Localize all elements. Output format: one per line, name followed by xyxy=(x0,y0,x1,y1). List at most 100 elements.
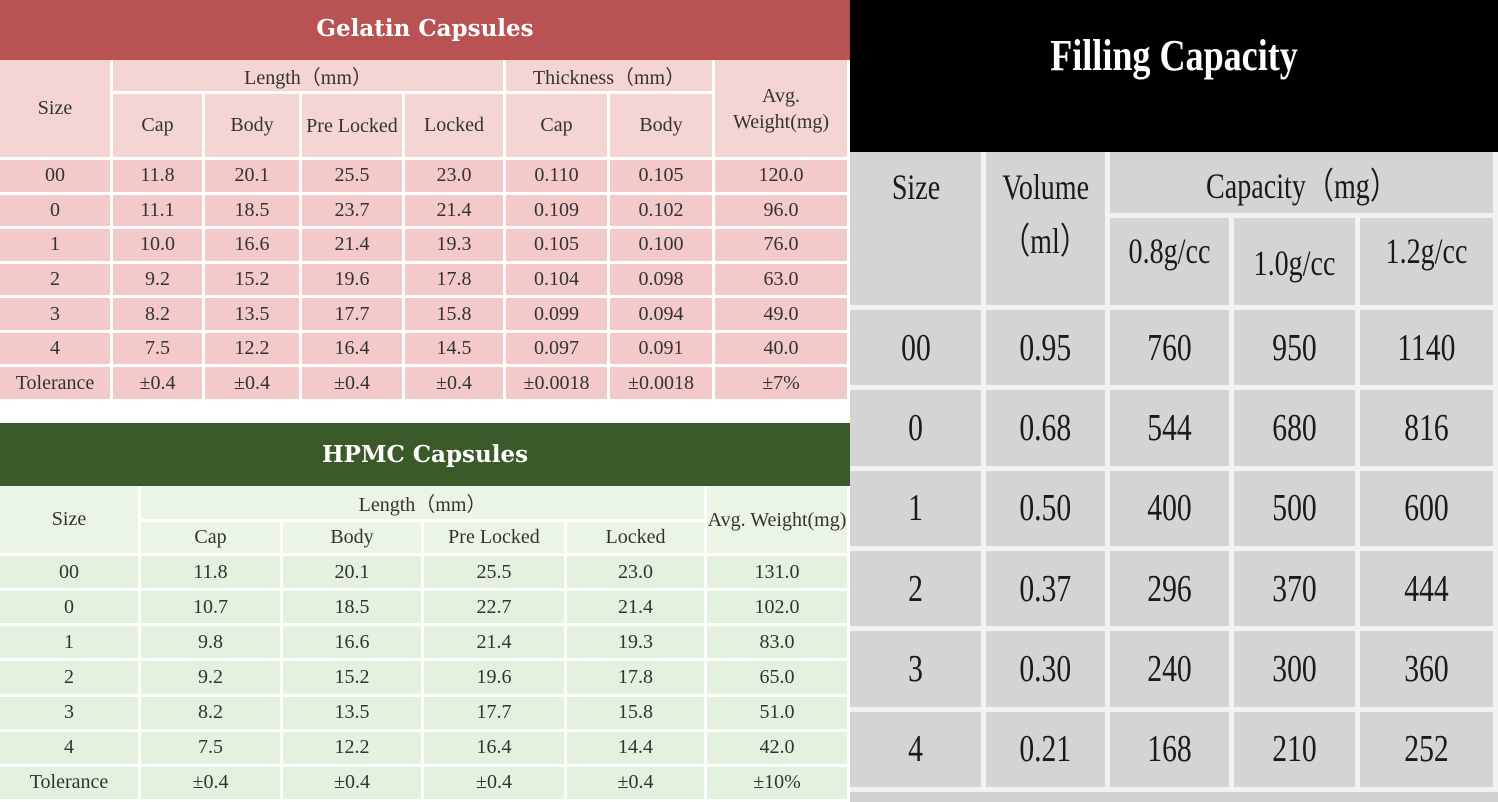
cell-size: 3 xyxy=(0,298,113,333)
cell-cap: 8.2 xyxy=(141,696,283,732)
header-cap: Cap xyxy=(113,94,205,160)
header-avg-weight: Avg. Weight(mg) xyxy=(715,60,851,160)
header-size: Size xyxy=(0,60,113,160)
table-row: 4 7.5 12.2 16.4 14.5 0.097 0.091 40.0 xyxy=(0,332,851,368)
cell-volume-value: 0.21 xyxy=(1019,728,1072,771)
hpmc-title: HPMC Capsules xyxy=(0,423,850,486)
cell-body: 13.5 xyxy=(205,298,302,333)
cell-body: 16.6 xyxy=(283,626,424,662)
header-density-08-label: 0.8g/cc xyxy=(1128,231,1211,271)
cell-locked: 21.4 xyxy=(567,591,708,627)
cell-size: 4 xyxy=(0,731,141,767)
gelatin-spec-grid: Size Length（mm） Thickness（mm） Avg. Weigh… xyxy=(0,60,851,402)
cell-thickness-body: ±0.0018 xyxy=(610,367,716,402)
cell-locked: 17.8 xyxy=(567,661,708,697)
cell-body: 12.2 xyxy=(205,332,302,368)
table-row: 2 9.2 15.2 19.6 17.8 0.104 0.098 63.0 xyxy=(0,263,851,299)
cell-volume-value: 0.95 xyxy=(1019,326,1072,369)
header-length: Length（mm） xyxy=(113,60,507,94)
cell-capacity-10-value: 370 xyxy=(1272,567,1317,610)
cell-size: 4 xyxy=(850,711,986,792)
cell-pre-locked: 16.4 xyxy=(302,332,405,368)
cell-volume: 0.68 xyxy=(986,390,1110,471)
cell-capacity-12: 600 xyxy=(1360,470,1498,551)
cell-cap: 11.1 xyxy=(113,194,205,230)
cell-body: 13.5 xyxy=(283,696,424,732)
cell-capacity-12-value: 252 xyxy=(1404,728,1449,771)
cell-size: 3 xyxy=(0,696,141,732)
cell-cap: 9.8 xyxy=(141,626,283,662)
cell-avg-weight: 102.0 xyxy=(707,591,851,627)
cell-pre-locked: 23.7 xyxy=(302,194,405,230)
cell-pre-locked: 21.4 xyxy=(302,229,405,264)
tolerance-row: Tolerance ±0.4 ±0.4 ±0.4 ±0.4 ±0.0018 ±0… xyxy=(0,367,851,402)
header-capacity: Capacity（mg） xyxy=(1110,152,1498,218)
cell-body: 15.2 xyxy=(283,661,424,697)
cell-capacity-08: 240 xyxy=(1110,631,1234,712)
cell-pre-locked: 25.5 xyxy=(424,556,567,592)
cell-size: 1 xyxy=(850,470,986,551)
cell-locked: 15.8 xyxy=(405,298,507,333)
cell-thickness-cap: ±0.0018 xyxy=(506,367,611,402)
cell-body: 18.5 xyxy=(283,591,424,627)
table-row: 3 0.30 240 300 360 xyxy=(850,631,1498,712)
cell-volume: 0.30 xyxy=(986,631,1110,712)
cell-avg-weight: 131.0 xyxy=(707,556,851,592)
cell-capacity-10-value: 680 xyxy=(1272,406,1317,449)
cell-size: Tolerance xyxy=(0,367,113,402)
table-row: 1 9.8 16.6 21.4 19.3 83.0 xyxy=(0,626,851,662)
cell-locked: 14.5 xyxy=(405,332,507,368)
cell-thickness-cap: 0.110 xyxy=(506,160,611,195)
cell-capacity-10: 300 xyxy=(1234,631,1360,712)
cell-capacity-08: 544 xyxy=(1110,390,1234,471)
cell-capacity-12-value: 1140 xyxy=(1397,326,1456,369)
cell-locked: 17.8 xyxy=(405,263,507,299)
cell-body: 18.5 xyxy=(205,194,302,230)
cell-volume: 0.37 xyxy=(986,550,1110,632)
cell-capacity-10-value: 500 xyxy=(1272,487,1317,530)
header-volume-label: Volume xyxy=(1002,167,1089,207)
table-row: 4 7.5 12.2 16.4 14.4 42.0 xyxy=(0,731,851,767)
header-locked: Locked xyxy=(567,522,708,556)
cell-size: Tolerance xyxy=(0,766,141,802)
cell-size: 3 xyxy=(850,631,986,712)
cell-volume-value: 0.50 xyxy=(1019,487,1072,530)
cell-capacity-08-value: 400 xyxy=(1147,487,1192,530)
cell-capacity-12-value: 444 xyxy=(1404,567,1449,610)
header-cap: Cap xyxy=(141,522,283,556)
header-avg-weight: Avg. Weight(mg) xyxy=(707,486,851,556)
cell-size: 2 xyxy=(850,550,986,632)
cell-capacity-10: 370 xyxy=(1234,550,1360,632)
table-row: 00 11.8 20.1 25.5 23.0 131.0 xyxy=(0,556,851,592)
cell-cap: 9.2 xyxy=(141,661,283,697)
cell-capacity-10-value: 950 xyxy=(1272,326,1317,369)
cell-cap: 11.8 xyxy=(113,160,205,195)
cell-capacity-12: 252 xyxy=(1360,711,1498,792)
cell-pre-locked: 19.6 xyxy=(302,263,405,299)
cell-thickness-body: 0.094 xyxy=(610,298,716,333)
cell-capacity-08: 760 xyxy=(1110,310,1234,391)
table-row: 1 0.50 400 500 600 xyxy=(850,470,1498,551)
cell-avg-weight: 65.0 xyxy=(707,661,851,697)
cell-capacity-10: 210 xyxy=(1234,711,1360,792)
cell-locked: ±0.4 xyxy=(405,367,507,402)
cell-avg-weight: ±7% xyxy=(715,367,851,402)
cell-avg-weight: 83.0 xyxy=(707,626,851,662)
cell-capacity-12: 816 xyxy=(1360,390,1498,471)
tolerance-row: Tolerance ±0.4 ±0.4 ±0.4 ±0.4 ±10% xyxy=(0,766,851,802)
cell-capacity-12-value: 600 xyxy=(1404,487,1449,530)
cell-size-value: 3 xyxy=(908,647,923,690)
cell-pre-locked: ±0.4 xyxy=(302,367,405,402)
hpmc-spec-grid: Size Length（mm） Avg. Weight(mg) Cap Body… xyxy=(0,486,851,802)
cell-locked: 19.3 xyxy=(567,626,708,662)
header-volume: Volume （ml） xyxy=(986,152,1110,310)
header-body: Body xyxy=(283,522,424,556)
header-pre-locked: Pre Locked xyxy=(424,522,567,556)
cell-volume-value: 0.37 xyxy=(1019,567,1072,610)
header-density-10-label: 1.0g/cc xyxy=(1253,243,1336,283)
cell-cap: 10.0 xyxy=(113,229,205,264)
header-density-12: 1.2g/cc xyxy=(1360,218,1498,310)
cell-capacity-10: 680 xyxy=(1234,390,1360,471)
cell-volume: 0.95 xyxy=(986,310,1110,391)
cell-cap: 11.8 xyxy=(141,556,283,592)
